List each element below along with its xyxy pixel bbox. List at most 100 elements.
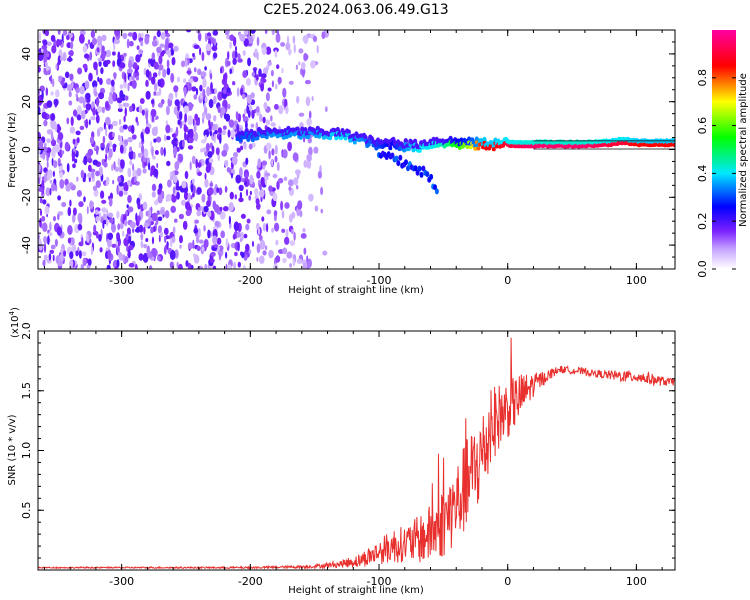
spectrogram-noise-cell (43, 173, 47, 183)
spectrogram-noise-cell (108, 148, 113, 158)
spectrogram-noise-cell (158, 70, 161, 77)
spectrogram-noise-cell (276, 64, 280, 70)
spectrogram-noise-cell (199, 70, 202, 75)
spectrogram-noise-cell (296, 184, 299, 190)
spectrogram-noise-cell (68, 55, 72, 63)
spectrogram-noise-cell (133, 72, 136, 77)
spectrogram-noise-cell (141, 109, 145, 115)
spectrogram-noise-cell (213, 95, 217, 105)
spectrogram-noise-cell (59, 179, 65, 189)
spectrogram-noise-cell (87, 258, 92, 266)
spectrogram-noise-cell (163, 227, 169, 235)
spectrogram-noise-cell (301, 61, 306, 70)
spectrogram-noise-cell (284, 202, 290, 209)
spectrogram-noise-cell (81, 236, 84, 246)
spectrogram-noise-cell (255, 106, 260, 113)
spectrogram-noise-cell (197, 32, 202, 42)
spectrogram-noise-cell (112, 60, 116, 68)
spectrogram-noise-cell (250, 30, 256, 34)
spectrogram-noise-cell (52, 170, 56, 177)
y-tick-label: 40 (20, 47, 33, 61)
spectrogram-noise-cell (275, 33, 281, 43)
x-tick-label: -200 (238, 274, 263, 287)
spectrogram-noise-cell (89, 51, 93, 61)
spectrogram-noise-cell (101, 106, 105, 114)
spectrogram-noise-cell (229, 41, 233, 49)
spectrogram-noise-cell (182, 220, 188, 230)
spectrogram-noise-cell (113, 72, 117, 79)
spectrogram-noise-cell (237, 241, 240, 252)
spectrogram-noise-cell (158, 55, 163, 65)
spectrogram-noise-cell (150, 76, 156, 85)
spectrogram-noise-cell (157, 194, 163, 204)
spectrogram-signal-cell (396, 160, 401, 167)
spectrogram-noise-cell (54, 183, 58, 192)
spectrogram-noise-cell (132, 62, 138, 70)
spectrogram-noise-cell (125, 183, 129, 192)
spectrogram-noise-cell (42, 151, 46, 160)
spectrogram-noise-cell (82, 63, 88, 69)
spectrogram-noise-cell (74, 158, 78, 164)
spectrogram-noise-cell (140, 32, 144, 38)
spectrogram-noise-cell (264, 245, 268, 251)
spectrogram-noise-cell (302, 35, 309, 43)
snr-yscale-prefix: (x10 (10, 315, 21, 338)
spectrogram-noise-cell (57, 213, 60, 221)
spectrogram-noise-cell (157, 64, 164, 71)
spectrogram-noise-cell (85, 233, 89, 242)
spectrogram-noise-cell (160, 32, 166, 40)
spectrogram-noise-cell (258, 234, 263, 242)
spectrogram-noise-cell (190, 195, 193, 200)
spectrogram-noise-cell (302, 228, 306, 233)
spectrogram-noise-cell (145, 210, 149, 217)
spectrogram-noise-cell (71, 214, 76, 223)
spectrogram-signal-cell (419, 171, 424, 178)
spectrogram-noise-cell (137, 215, 141, 223)
spectrogram-noise-cell (53, 98, 59, 107)
spectrogram-noise-cell (38, 52, 44, 62)
spectrogram-noise-cell (268, 150, 271, 160)
spectrogram-noise-cell (257, 228, 261, 235)
spectrogram-noise-cell (138, 105, 143, 113)
spectrogram-noise-cell (146, 245, 151, 256)
spectrogram-noise-cell (66, 84, 73, 92)
spectrogram-noise-cell (44, 206, 50, 215)
spectrogram-noise-cell (195, 88, 199, 96)
spectrogram-noise-cell (105, 127, 108, 137)
spectrogram-noise-cell (285, 105, 289, 115)
spectrogram-signal-cell (417, 165, 422, 172)
spectrogram-noise-cell (156, 210, 161, 216)
spectrogram-noise-cell (49, 249, 55, 254)
spectrogram-noise-cell (240, 145, 244, 151)
spectrogram-noise-cell (167, 52, 172, 58)
spectrogram-noise-cell (49, 188, 52, 196)
spectrogram-signal-cell (374, 146, 379, 151)
spectrogram-noise-cell (100, 142, 105, 148)
spectrogram-noise-cell (228, 215, 231, 225)
spectrogram-noise-cell (187, 115, 193, 126)
spectrogram-noise-cell (222, 125, 227, 130)
spectrogram-noise-cell (267, 61, 272, 66)
spectrogram-noise-cell (201, 51, 205, 62)
spectrogram-noise-cell (183, 124, 187, 133)
x-tick-label: 0 (504, 274, 511, 287)
spectrogram-noise-cell (39, 209, 43, 217)
spectrogram-noise-cell (193, 131, 199, 142)
spectrogram-noise-cell (193, 94, 198, 100)
spectrogram-noise-cell (234, 50, 238, 59)
spectrogram-noise-cell (216, 187, 220, 194)
spectrogram-noise-cell (125, 233, 129, 241)
spectrogram-noise-cell (89, 136, 95, 145)
spectrogram-noise-cell (113, 41, 116, 51)
spectrogram-noise-cell (117, 158, 121, 167)
spectrogram-noise-cell (70, 41, 74, 50)
spectrogram-noise-cell (186, 70, 192, 75)
spectrogram-noise-cell (76, 96, 79, 102)
spectrogram-noise-cell (57, 132, 64, 141)
spectrogram-signal-cell (468, 145, 473, 150)
x-tick-label: -300 (109, 575, 134, 588)
spectrogram-noise-cell (173, 175, 178, 184)
spectrogram-noise-cell (112, 84, 115, 94)
spectrogram-noise-cell (98, 92, 105, 100)
spectrogram-noise-cell (107, 142, 110, 148)
